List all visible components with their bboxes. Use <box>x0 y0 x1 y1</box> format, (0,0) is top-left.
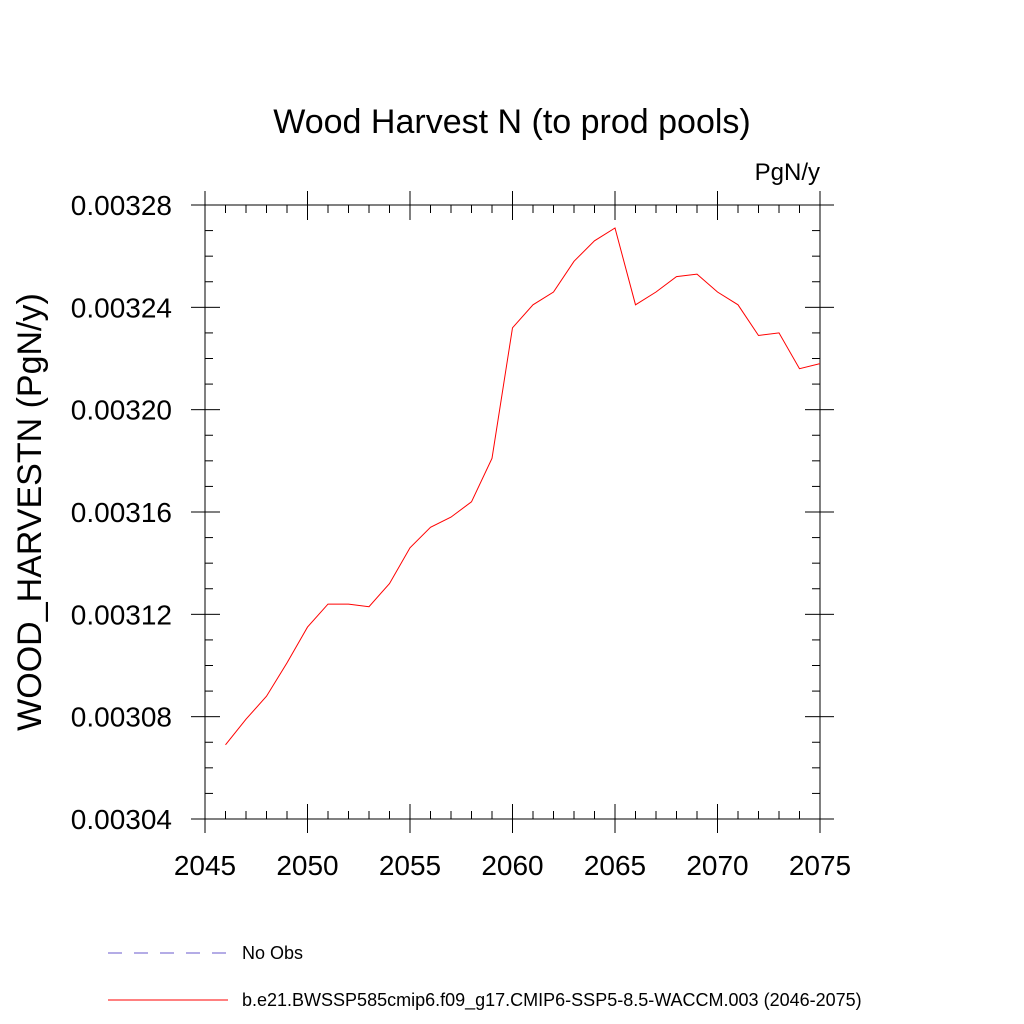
y-tick-label: 0.00320 <box>71 395 172 426</box>
plot-frame <box>204 204 821 820</box>
legend: No Obs b.e21.BWSSP585cmip6.f09_g17.CMIP6-… <box>108 943 862 1011</box>
x-tick-label: 2050 <box>276 850 338 881</box>
legend-label: No Obs <box>242 943 303 963</box>
y-tick-label: 0.00316 <box>71 497 172 528</box>
plot-area: 2045 2050 2055 2060 2065 2070 2075 0.00304 0.003… <box>71 190 851 881</box>
x-tick-label: 2045 <box>174 850 236 881</box>
y-tick-label: 0.00304 <box>71 804 172 835</box>
x-tick-label: 2065 <box>584 850 646 881</box>
series-line <box>225 227 821 746</box>
x-tick-label: 2075 <box>789 850 851 881</box>
x-tick-label: 2060 <box>481 850 543 881</box>
chart-title: Wood Harvest N (to prod pools) <box>273 103 750 141</box>
y-axis-label: WOOD_HARVESTN (PgN/y) <box>11 293 49 731</box>
x-tick-label: 2070 <box>686 850 748 881</box>
y-tick-label: 0.00324 <box>71 292 172 323</box>
units-label: PgN/y <box>755 159 820 186</box>
legend-label: b.e21.BWSSP585cmip6.f09_g17.CMIP6-SSP5-8… <box>242 990 862 1011</box>
y-tick-label: 0.00312 <box>71 599 172 630</box>
y-tick-label: 0.00308 <box>71 702 172 733</box>
x-tick-label: 2055 <box>379 850 441 881</box>
y-tick-label: 0.00328 <box>71 190 172 221</box>
